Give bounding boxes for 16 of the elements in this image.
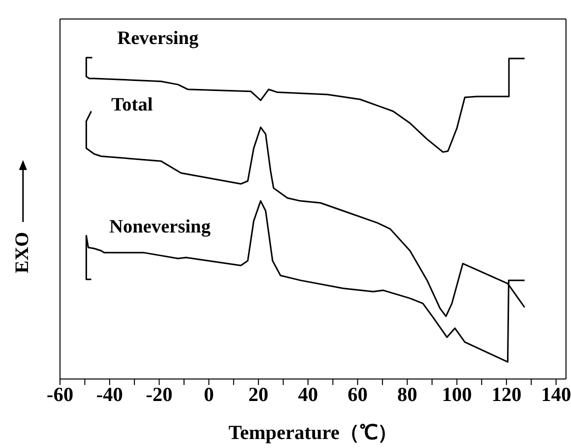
x-tick-label: -40	[96, 384, 123, 406]
x-tick-label: 80	[397, 384, 418, 406]
series-label: Reversing	[117, 28, 200, 49]
series-label: Total	[111, 94, 153, 116]
x-tick-label: 140	[541, 384, 571, 406]
x-tick-label: -60	[46, 384, 74, 406]
x-tick-label: 120	[491, 384, 522, 406]
x-tick-label: 60	[348, 384, 368, 406]
series-label: Noneversing	[109, 216, 212, 238]
x-tick-label: -20	[146, 384, 173, 406]
x-tick-label: 20	[248, 384, 268, 406]
x-tick-label: 40	[298, 384, 318, 406]
y-axis-title: EXO	[12, 232, 34, 274]
x-tick-label: 100	[442, 384, 472, 406]
x-tick-label: 0	[204, 384, 214, 406]
x-axis-title: Temperature（℃）	[228, 422, 398, 444]
